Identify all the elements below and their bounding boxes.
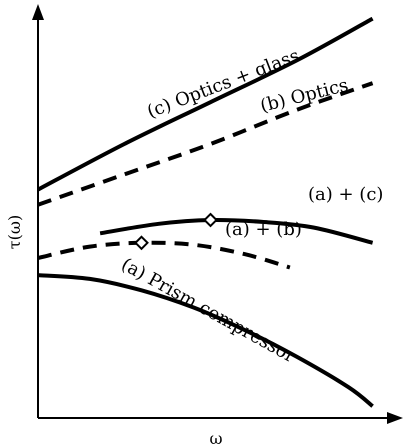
series-line-b-optics (37, 81, 374, 207)
series-line-a-prism-compressor (37, 273, 374, 408)
diamond-marker-a-c (203, 212, 218, 228)
diamond-marker-a-b (134, 235, 149, 251)
series-label-b-optics: (b) Optics (258, 75, 350, 117)
series-label-a-c: (a) + (c) (308, 184, 383, 205)
x-axis-label: ω (209, 429, 222, 448)
series-line-c-optics-glass (37, 16, 374, 192)
series-layer (37, 16, 374, 408)
series-line-a-b (37, 240, 291, 270)
y-axis-label: τ(ω) (5, 215, 24, 249)
label-layer: (c) Optics + glass(b) Optics(a) + (c)(a)… (118, 45, 384, 367)
y-axis-arrow (32, 4, 44, 20)
series-label-a-b: (a) + (b) (225, 219, 302, 240)
axes (32, 4, 403, 424)
series-line-a-c (99, 217, 374, 245)
marker-layer (134, 212, 218, 251)
series-label-a-prism-compressor: (a) Prism compressor (118, 254, 300, 367)
x-axis-arrow (387, 412, 403, 424)
